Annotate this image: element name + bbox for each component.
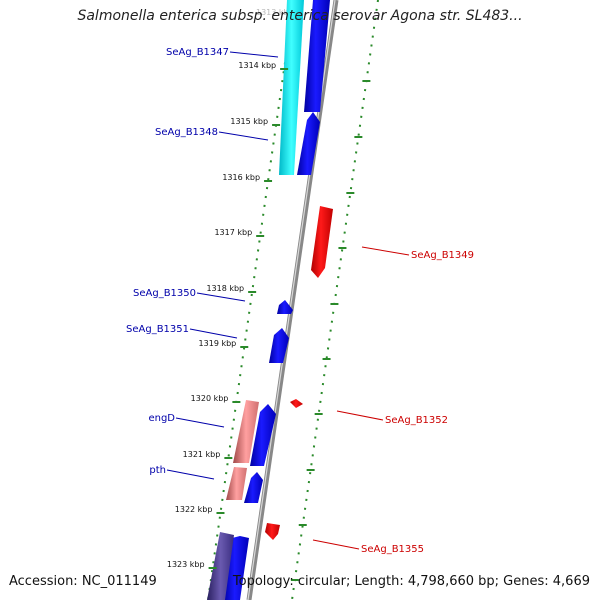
gene-label-left: engD [148,413,175,424]
gene-arrow-b1347[interactable] [304,0,330,112]
gene-arrow-b1352[interactable] [290,399,303,408]
gene-leader-line [312,539,360,550]
genome-backbone [246,0,339,601]
genome-title: Salmonella enterica subsp. enterica sero… [77,8,523,24]
gene-label-left: SeAg_B1347 [166,47,229,58]
pink-feature-pth[interactable] [226,467,247,500]
gene-arrow-b1350[interactable] [277,300,293,314]
gene-arrow-b1348[interactable] [297,112,320,175]
topology-text: Topology: circular; Length: 4,798,660 bp… [232,574,590,589]
accession-text: Accession: NC_011149 [9,574,157,589]
ruler-tick-label: 1319 kbp [199,339,237,348]
left-gene-labels: SeAg_B1347 SeAg_B1348 SeAg_B1350 SeAg_B1351… [126,47,279,480]
gene-label-right: SeAg_B1355 [361,544,424,555]
gene-label-left: SeAg_B1350 [133,288,196,299]
ruler-tick-label: 1317 kbp [214,228,252,237]
gene-label-left: SeAg_B1348 [155,127,218,138]
gene-label-left: SeAg_B1351 [126,324,189,335]
ruler-tick-label: 1314 kbp [238,61,276,70]
ruler-tick-label: 1321 kbp [183,450,221,459]
gene-leader-line [229,51,279,58]
gene-arrow-b1355[interactable] [265,523,280,540]
ruler-tick-label: 1315 kbp [230,117,268,126]
ruler-tick-label: 1322 kbp [175,505,213,514]
ruler-faded-label: 1313 kbp [256,8,294,17]
cyan-gene-feature[interactable] [279,0,304,175]
gene-arrow-b1351[interactable] [269,328,289,363]
gene-leader-line [218,131,269,141]
gene-leader-line [166,469,215,480]
right-gene-labels: SeAg_B1349 SeAg_B1352 SeAg_B1355 [312,246,474,555]
inner-dotted-guide [207,0,295,601]
purple-feature-bottom[interactable] [207,532,234,600]
gene-arrow-pth[interactable] [244,472,263,503]
gene-leader-line [196,292,246,302]
ruler-tick-label: 1323 kbp [167,560,205,569]
gene-leader-line [361,246,410,256]
pink-feature-engd[interactable] [233,400,259,463]
gene-label-right: SeAg_B1349 [411,250,474,261]
ruler-tick-label: 1318 kbp [206,284,244,293]
ruler-ticks [208,68,371,581]
gene-label-left: pth [149,465,166,476]
gene-label-right: SeAg_B1352 [385,415,448,426]
gene-arrow-bottom[interactable] [223,536,249,600]
gene-arrow-engd[interactable] [250,404,276,466]
ruler-tick-label: 1320 kbp [191,394,229,403]
ruler-tick-label: 1316 kbp [222,173,260,182]
gene-arrow-b1349[interactable] [311,206,333,278]
gene-leader-line [189,328,238,339]
gene-leader-line [175,417,225,428]
ruler-labels: 1314 kbp 1315 kbp 1316 kbp 1317 kbp 1318 kbp… [167,61,276,569]
gene-leader-line [336,410,384,421]
outer-dotted-guide [291,0,379,601]
